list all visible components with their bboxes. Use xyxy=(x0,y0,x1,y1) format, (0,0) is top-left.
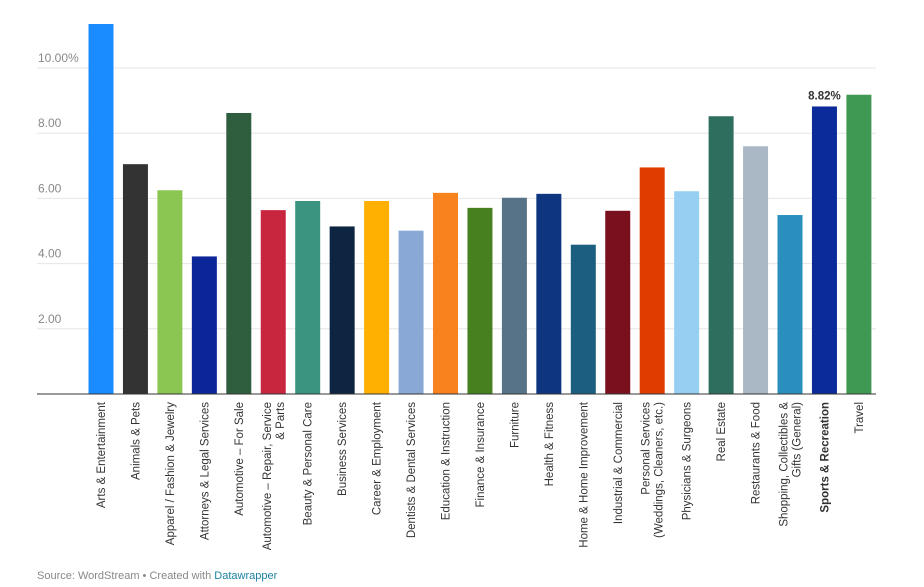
x-tick-label-line: Sports & Recreation xyxy=(819,402,831,513)
bar xyxy=(88,23,114,395)
x-tick-label: Beauty & Personal Care xyxy=(303,402,315,525)
bar xyxy=(122,164,148,394)
x-tick-label-line: Arts & Entertainment xyxy=(96,401,108,508)
y-tick-label: 6.00 xyxy=(38,181,62,195)
x-tick-label: Career & Employment xyxy=(372,401,384,515)
x-tick-label: Arts & Entertainment xyxy=(96,401,108,508)
bar xyxy=(329,226,355,394)
x-tick-label-line: Business Services xyxy=(337,402,349,496)
bar xyxy=(433,192,458,394)
x-tick-label-line: Education & Instruction xyxy=(441,402,453,520)
y-tick-label: 4.00 xyxy=(38,247,62,261)
x-tick-label: Education & Instruction xyxy=(441,402,453,520)
x-tick-label: Automotive – Repair, Service& Parts xyxy=(262,402,287,551)
bar xyxy=(501,197,527,394)
bar xyxy=(536,193,562,394)
x-tick-label-line: Finance & Insurance xyxy=(475,402,487,507)
bar xyxy=(226,112,252,394)
bar xyxy=(743,146,769,394)
bar xyxy=(191,256,217,394)
bar xyxy=(811,106,837,394)
bar xyxy=(605,210,631,394)
x-tick-label: Health & Fitness xyxy=(544,402,556,487)
bar xyxy=(846,94,872,395)
x-tick-label-line: Dentists & Dental Services xyxy=(406,402,418,538)
x-tick-label: Automotive – For Sale xyxy=(234,402,246,516)
bar xyxy=(467,207,493,394)
x-tick-label: Animals & Pets xyxy=(130,402,142,480)
bar xyxy=(295,201,321,394)
x-tick-label-line: Automotive – Repair, Service xyxy=(262,402,274,550)
x-tick-label-line: Physicians & Surgeons xyxy=(682,402,694,521)
x-tick-label: Attorneys & Legal Services xyxy=(199,402,211,540)
x-tick-label-line: Restaurants & Food xyxy=(751,402,763,504)
x-tick-label-line: Furniture xyxy=(509,402,521,448)
x-tick-label-line: Gifts (General) xyxy=(792,402,804,478)
x-tick-label: Furniture xyxy=(509,402,521,448)
x-tick-label: Restaurants & Food xyxy=(751,402,763,504)
x-tick-label: Physicians & Surgeons xyxy=(682,402,694,521)
y-tick-label: 2.00 xyxy=(38,312,62,326)
x-tick-label-line: Shopping, Collectibles & xyxy=(779,402,791,527)
x-tick-label: Dentists & Dental Services xyxy=(406,402,418,538)
datawrapper-link[interactable]: Datawrapper xyxy=(214,570,278,582)
x-tick-label-line: Travel xyxy=(854,402,866,434)
bar xyxy=(777,215,803,394)
bar xyxy=(708,116,734,395)
x-tick-label-line: Industrial & Commercial xyxy=(613,402,625,524)
x-tick-label-line: Animals & Pets xyxy=(130,402,142,480)
x-tick-label-line: (Weddings, Cleaners, etc.) xyxy=(654,402,666,538)
x-tick-label-line: Real Estate xyxy=(716,402,728,461)
x-tick-label-line: Personal Services xyxy=(641,402,653,495)
data-label: 8.82% xyxy=(808,90,841,102)
bar xyxy=(157,190,183,394)
x-tick-label: Personal Services(Weddings, Cleaners, et… xyxy=(641,402,666,538)
bar xyxy=(674,191,700,394)
x-tick-label: Industrial & Commercial xyxy=(613,402,625,524)
x-tick-label: Home & Home Improvement xyxy=(578,401,590,548)
x-tick-label: Apparel / Fashion & Jewelry xyxy=(165,402,177,545)
bar xyxy=(570,244,596,394)
x-tick-label-line: Career & Employment xyxy=(372,401,384,515)
x-tick-label-line: Home & Home Improvement xyxy=(578,401,590,548)
y-tick-label: 8.00 xyxy=(38,116,62,130)
bar xyxy=(398,230,424,394)
bar xyxy=(639,167,665,394)
x-tick-label-line: Apparel / Fashion & Jewelry xyxy=(165,402,177,545)
bar xyxy=(260,210,286,394)
source-note: Source: WordStream • Created with Datawr… xyxy=(37,570,277,582)
x-tick-label-line: Beauty & Personal Care xyxy=(303,402,315,525)
x-tick-label: Finance & Insurance xyxy=(475,402,487,507)
x-tick-label: Business Services xyxy=(337,402,349,496)
x-tick-label-line: Automotive – For Sale xyxy=(234,402,246,516)
x-tick-label: Travel xyxy=(854,402,866,434)
x-tick-label-line: Health & Fitness xyxy=(544,402,556,487)
source-text: Source: WordStream • Created with xyxy=(37,570,215,582)
x-tick-label: Shopping, Collectibles &Gifts (General) xyxy=(779,402,804,527)
x-tick-label-line: Attorneys & Legal Services xyxy=(199,402,211,540)
x-tick-label: Real Estate xyxy=(716,402,728,461)
x-tick-label-line: & Parts xyxy=(275,402,287,440)
y-tick-label: 10.00% xyxy=(38,51,79,65)
bar xyxy=(364,201,390,394)
x-tick-label: Sports & Recreation xyxy=(819,402,831,513)
